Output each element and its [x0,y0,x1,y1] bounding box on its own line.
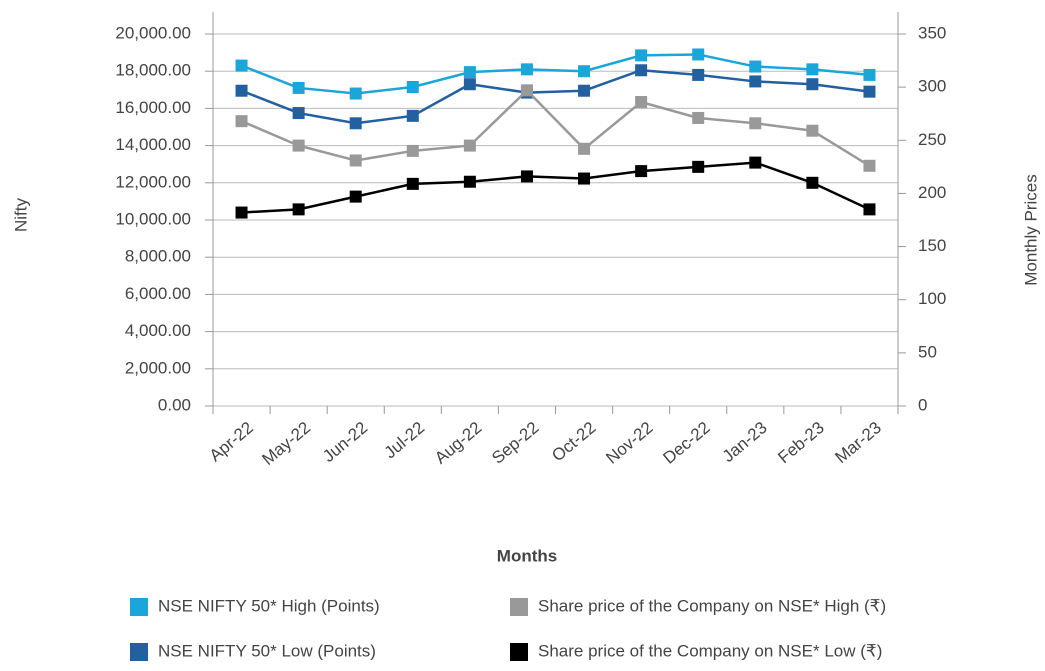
marker [863,159,876,172]
legend-label: NSE NIFTY 50* High (Points) [158,596,380,615]
marker [806,63,819,76]
series-line [241,161,870,214]
marker [349,117,362,130]
marker [349,154,362,167]
y-axis-title: Nifty [11,198,30,233]
marker [578,84,591,97]
marker [863,203,876,216]
legend-label: Share price of the Company on NSE* Low (… [538,641,882,660]
series-line [241,53,870,95]
legend-label: Share price of the Company on NSE* High … [538,596,886,615]
marker [406,109,419,122]
legend-swatch [510,598,528,616]
marker [635,64,648,77]
marker [692,111,705,124]
marker [520,84,533,97]
marker [292,203,305,216]
marker [806,124,819,137]
marker [578,65,591,78]
marker [349,190,362,203]
marker [463,78,476,91]
marker [520,63,533,76]
y-tick-label: 4,000.00 [125,321,191,340]
marker [635,165,648,178]
marker [235,206,248,219]
y-tick-label: 18,000.00 [115,61,191,80]
y-tick-label: 2,000.00 [125,358,191,377]
y2-tick-label: 350 [918,23,946,42]
marker [235,115,248,128]
marker [863,68,876,81]
y2-axis-title: Monthly Prices [1021,174,1040,285]
marker [635,49,648,62]
marker [349,87,362,100]
x-tick-label: Sep-22 [488,418,542,468]
x-tick-label: May-22 [258,418,314,469]
marker [463,139,476,152]
marker [463,175,476,188]
marker [749,156,762,169]
x-tick-label: Oct-22 [548,418,599,465]
marker [292,81,305,94]
x-tick-label: Apr-22 [206,418,257,465]
marker [235,59,248,72]
x-tick-label: Nov-22 [602,418,656,468]
marker [406,81,419,94]
marker [578,142,591,155]
x-axis-title: Months [497,546,557,565]
x-tick-label: Mar-23 [831,418,884,467]
marker [406,144,419,157]
y2-tick-label: 100 [918,289,946,308]
y2-tick-label: 300 [918,77,946,96]
y2-tick-label: 250 [918,130,946,149]
y2-tick-label: 150 [918,236,946,255]
legend-label: NSE NIFTY 50* Low (Points) [158,641,376,660]
y-tick-label: 14,000.00 [115,135,191,154]
legend-swatch [130,643,148,661]
y-tick-label: 12,000.00 [115,172,191,191]
marker [692,48,705,61]
y-tick-label: 10,000.00 [115,209,191,228]
marker [692,68,705,81]
marker [635,96,648,109]
series-line [241,88,871,167]
marker [749,117,762,130]
x-tick-label: Feb-23 [774,418,827,467]
y2-tick-label: 0 [918,395,927,414]
marker [292,107,305,120]
series-line [241,69,870,125]
y2-tick-label: 50 [918,342,937,361]
marker [406,177,419,190]
x-tick-label: Jan-23 [719,418,771,466]
marker [806,176,819,189]
y-tick-label: 0.00 [158,395,191,414]
x-tick-label: Jul-22 [381,418,429,462]
marker [806,78,819,91]
legend-swatch [510,643,528,661]
marker [578,172,591,185]
x-tick-label: Aug-22 [431,418,485,468]
marker [235,84,248,97]
y2-tick-label: 200 [918,183,946,202]
y-tick-label: 16,000.00 [115,98,191,117]
marker [863,85,876,98]
marker [749,75,762,88]
marker [520,170,533,183]
legend-swatch [130,598,148,616]
x-tick-label: Dec-22 [659,418,713,468]
y-tick-label: 8,000.00 [125,247,191,266]
marker [749,60,762,73]
marker [292,139,305,152]
y-tick-label: 6,000.00 [125,284,191,303]
marker [463,66,476,79]
y-tick-label: 20,000.00 [115,23,191,42]
marker [692,160,705,173]
x-tick-label: Jun-22 [319,418,371,466]
